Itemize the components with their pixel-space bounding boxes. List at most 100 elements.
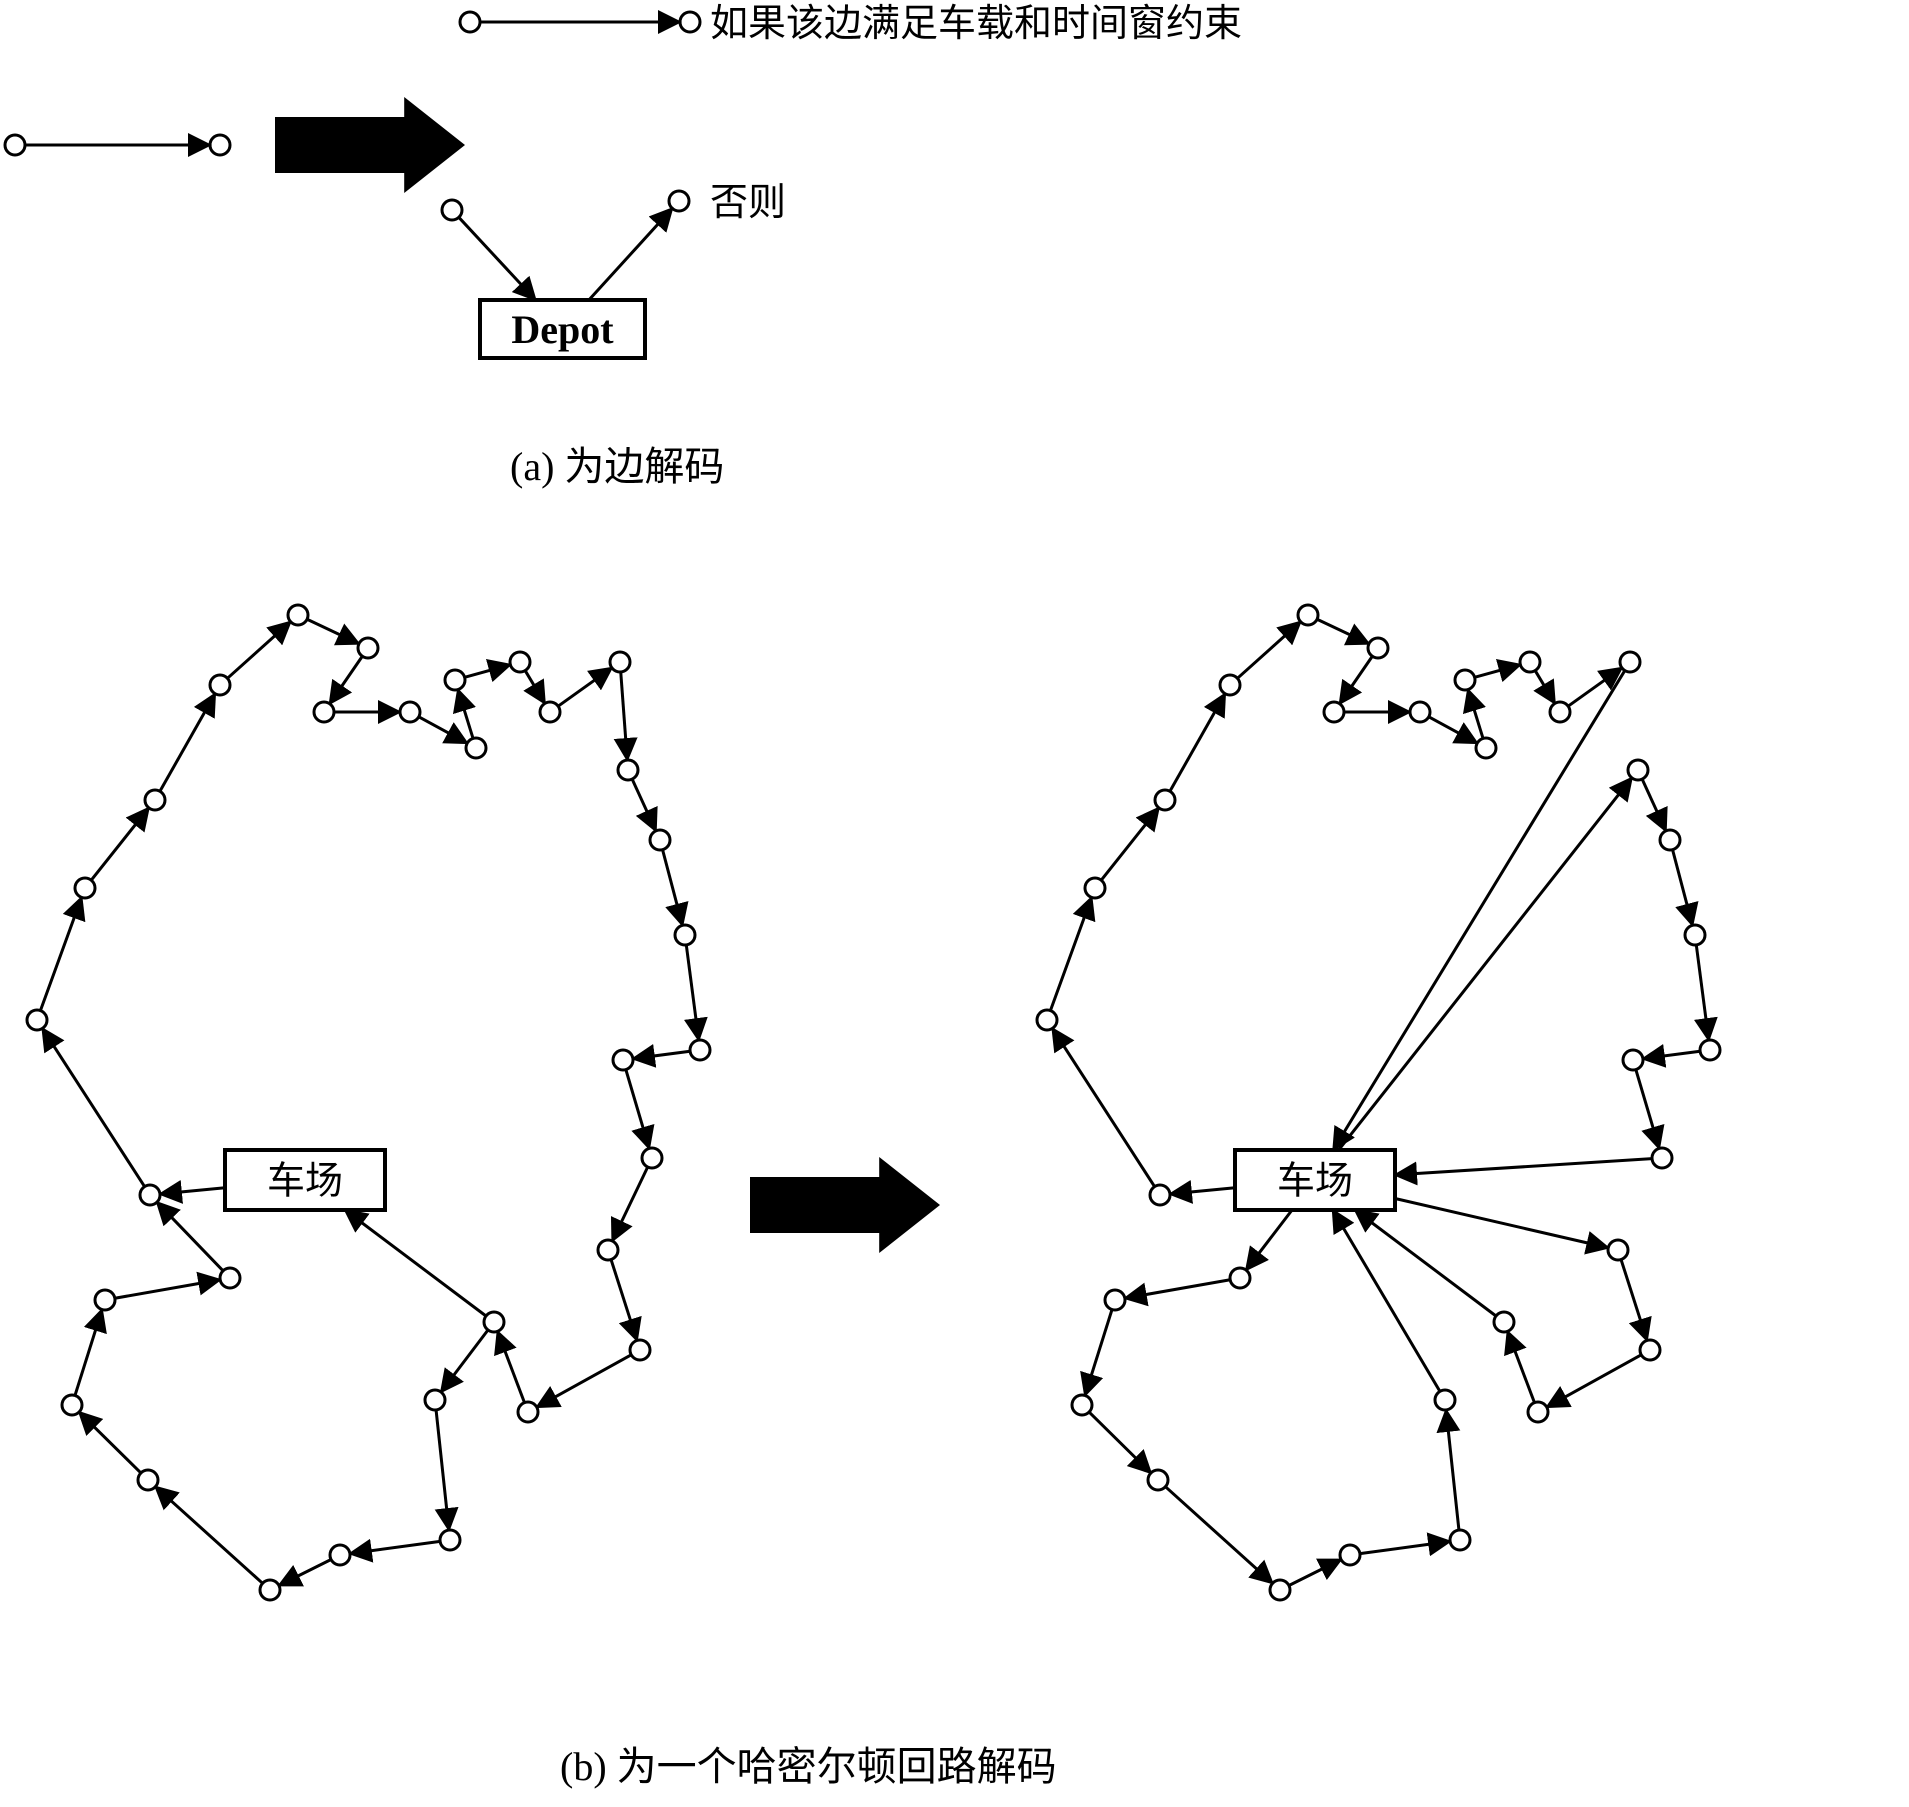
otherwise-edge-out — [589, 208, 672, 300]
graph-edge — [1547, 1355, 1642, 1407]
graph-node — [1085, 878, 1105, 898]
graph-node — [510, 652, 530, 672]
graph-node — [1628, 760, 1648, 780]
depot-box-label: Depot — [511, 307, 614, 352]
input-edge-start — [5, 135, 25, 155]
graph-edge — [1642, 779, 1666, 831]
graph-edge — [1340, 656, 1373, 704]
route-1-start — [1339, 778, 1632, 1150]
graph-node — [400, 702, 420, 722]
depot-right-box-label: 车场 — [1277, 1160, 1353, 1202]
graph-node — [1435, 1390, 1455, 1410]
depot-left-box-label: 车场 — [267, 1160, 343, 1202]
graph-node — [62, 1395, 82, 1415]
graph-node — [690, 1040, 710, 1060]
graph-node — [1640, 1340, 1660, 1360]
graph-edge — [465, 665, 511, 678]
graph-edge — [42, 1028, 144, 1186]
graph-node — [314, 702, 334, 722]
graph-edge — [350, 1541, 440, 1553]
graph-edge — [1696, 945, 1708, 1040]
graph-edge — [1535, 671, 1555, 704]
graph-node — [1660, 830, 1680, 850]
graph-edge — [612, 1167, 647, 1241]
graph-node — [140, 1185, 160, 1205]
graph-node — [618, 760, 638, 780]
graph-edge — [1170, 694, 1225, 792]
graph-node — [1148, 1470, 1168, 1490]
graph-node — [1685, 925, 1705, 945]
graph-edge — [1673, 850, 1693, 926]
graph-edge — [558, 668, 612, 706]
graph-node — [1105, 1290, 1125, 1310]
graph-node — [95, 1290, 115, 1310]
graph-edge — [1085, 1310, 1112, 1396]
graph-node — [680, 12, 700, 32]
graph-node — [1476, 738, 1496, 758]
graph-edge — [632, 779, 656, 831]
graph-edge — [1468, 690, 1483, 739]
graph-node — [1368, 638, 1388, 658]
graph-node — [1155, 790, 1175, 810]
graph-node — [610, 652, 630, 672]
graph-edge — [1050, 897, 1091, 1010]
graph-node — [220, 1268, 240, 1288]
diagram-svg: 解码如果该边满足车载和时间窗约束Depot否则(a) 为边解码车场解码车场(b)… — [0, 0, 1909, 1807]
route-1-end — [1395, 1159, 1652, 1175]
graph-node — [630, 1340, 650, 1360]
decode-arrow-label: 解码 — [296, 121, 384, 170]
graph-node — [484, 1312, 504, 1332]
graph-edge — [436, 1410, 449, 1530]
graph-edge — [611, 1260, 637, 1341]
graph-edge — [458, 690, 473, 739]
graph-node — [440, 1530, 460, 1550]
graph-node — [1298, 605, 1318, 625]
graph-edge — [40, 897, 81, 1010]
graph-node — [1220, 675, 1240, 695]
graph-node — [1700, 1040, 1720, 1060]
route-2-start — [1395, 1198, 1608, 1247]
graph-node — [260, 1580, 280, 1600]
graph-edge — [1475, 665, 1521, 678]
graph-edge — [686, 945, 698, 1040]
graph-edge — [1446, 1410, 1459, 1530]
route-3-start — [1246, 1210, 1292, 1270]
graph-node — [1270, 1580, 1290, 1600]
graph-node — [669, 191, 689, 211]
graph-node — [1455, 670, 1475, 690]
otherwise-edge-in — [459, 217, 536, 300]
graph-node — [650, 830, 670, 850]
graph-edge — [157, 1202, 223, 1271]
graph-edge — [75, 1310, 102, 1396]
graph-edge — [1621, 1260, 1647, 1341]
graph-node — [1620, 652, 1640, 672]
graph-edge — [621, 672, 628, 760]
graph-edge — [441, 1330, 488, 1392]
graph-node — [1652, 1148, 1672, 1168]
constraint-label: 如果该边满足车载和时间窗约束 — [710, 3, 1242, 45]
graph-node — [1150, 1185, 1170, 1205]
graph-edge — [1429, 717, 1477, 743]
graph-edge — [1125, 1280, 1230, 1299]
graph-edge — [1101, 808, 1159, 880]
graph-edge — [626, 1070, 649, 1149]
graph-edge — [663, 850, 683, 926]
graph-node — [288, 605, 308, 625]
graph-node — [613, 1050, 633, 1070]
graph-edge — [1052, 1028, 1154, 1186]
graph-node — [460, 12, 480, 32]
graph-edge — [1237, 622, 1300, 679]
graph-node — [1340, 1545, 1360, 1565]
graph-node — [330, 1545, 350, 1565]
graph-node — [1410, 702, 1430, 722]
graph-node — [425, 1390, 445, 1410]
graph-edge — [1317, 619, 1369, 643]
graph-node — [540, 702, 560, 722]
route-2-end — [1355, 1210, 1496, 1316]
graph-edge — [115, 1280, 220, 1299]
graph-edge — [1165, 1487, 1272, 1584]
caption-b: (b) 为一个哈密尔顿回路解码 — [560, 1744, 1057, 1789]
graph-node — [145, 790, 165, 810]
graph-edge — [1636, 1070, 1659, 1149]
graph-node — [1324, 702, 1344, 722]
